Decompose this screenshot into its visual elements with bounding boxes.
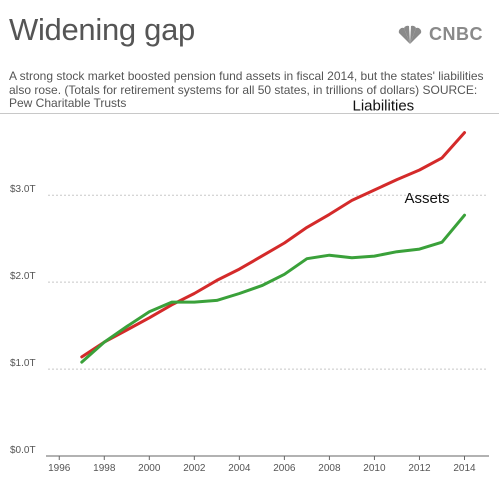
cnbc-logo: CNBC bbox=[395, 24, 483, 45]
y-tick-label: $0.0T bbox=[10, 445, 36, 456]
x-tick-label: 1998 bbox=[93, 463, 116, 474]
x-tick-label: 1996 bbox=[48, 463, 71, 474]
assets-label: Assets bbox=[404, 190, 449, 207]
liabilities-label: Liabilities bbox=[352, 98, 414, 115]
y-tick-label: $3.0T bbox=[10, 184, 36, 195]
logo-text: CNBC bbox=[429, 24, 483, 44]
x-tick-label: 2010 bbox=[363, 463, 386, 474]
header-divider bbox=[0, 113, 499, 114]
x-tick-label: 2006 bbox=[273, 463, 296, 474]
x-tick-label: 2000 bbox=[138, 463, 161, 474]
chart-title: Widening gap bbox=[9, 12, 195, 47]
x-tick-label: 2004 bbox=[228, 463, 251, 474]
liabilities-line bbox=[80, 131, 466, 359]
assets-line bbox=[80, 213, 466, 364]
x-tick-label: 2014 bbox=[453, 463, 476, 474]
x-tick-label: 2008 bbox=[318, 463, 341, 474]
peacock-icon bbox=[398, 25, 422, 44]
y-tick-label: $2.0T bbox=[10, 271, 36, 282]
x-tick-label: 2012 bbox=[408, 463, 431, 474]
y-tick-label: $1.0T bbox=[10, 358, 36, 369]
x-tick-label: 2002 bbox=[183, 463, 206, 474]
chart-subtitle: A strong stock market boosted pension fu… bbox=[9, 69, 484, 110]
